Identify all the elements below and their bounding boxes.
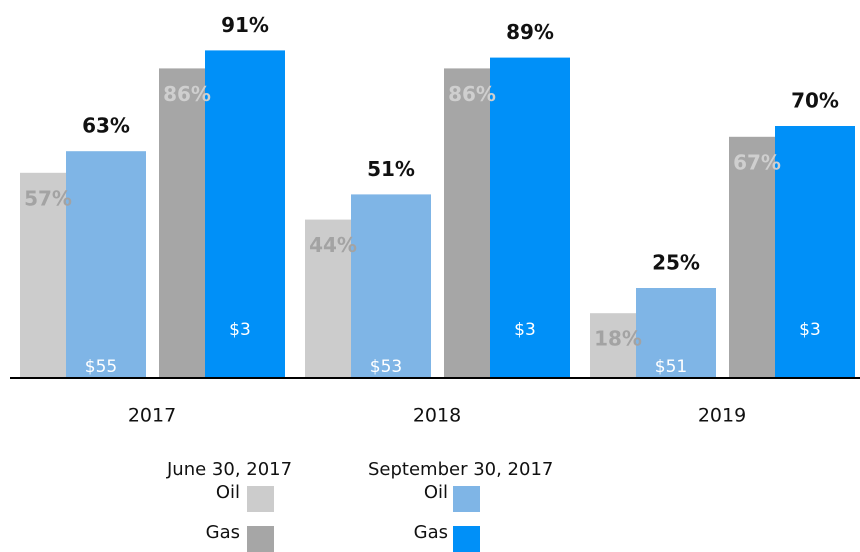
value-label: 70%	[791, 89, 839, 113]
x-tick-label: 2019	[698, 405, 746, 427]
legend-label: Gas	[414, 522, 448, 543]
legend-label: Oil	[216, 482, 240, 503]
bar	[351, 194, 431, 378]
legend-swatch	[453, 486, 480, 512]
value-label: 91%	[221, 13, 269, 37]
value-label: 67%	[733, 150, 781, 174]
price-label: $3	[229, 320, 251, 340]
legend-title: June 30, 2017	[166, 459, 292, 480]
bar	[66, 151, 146, 378]
price-label: $3	[514, 320, 536, 340]
value-label: 51%	[367, 157, 415, 181]
value-label: 44%	[309, 233, 357, 257]
legend-swatch	[247, 526, 274, 552]
value-label: 57%	[24, 186, 72, 210]
legend-swatch	[247, 486, 274, 512]
bar	[205, 50, 285, 379]
value-label: 63%	[82, 114, 130, 138]
legend-title: September 30, 2017	[368, 459, 553, 480]
value-label: 86%	[448, 82, 496, 106]
legend-label: Gas	[206, 522, 240, 543]
bar	[490, 57, 570, 378]
value-label: 18%	[594, 327, 642, 351]
x-tick-label: 2018	[413, 405, 461, 427]
price-label: $53	[370, 357, 402, 377]
legend-swatch	[453, 526, 480, 552]
value-label: 89%	[506, 20, 554, 44]
value-label: 25%	[652, 251, 700, 275]
price-label: $51	[655, 357, 687, 377]
legend-label: Oil	[424, 482, 448, 503]
bar	[775, 126, 855, 378]
x-tick-label: 2017	[128, 405, 176, 427]
price-label: $55	[85, 357, 117, 377]
bar	[636, 288, 716, 378]
value-label: 86%	[163, 82, 211, 106]
price-label: $3	[799, 320, 821, 340]
